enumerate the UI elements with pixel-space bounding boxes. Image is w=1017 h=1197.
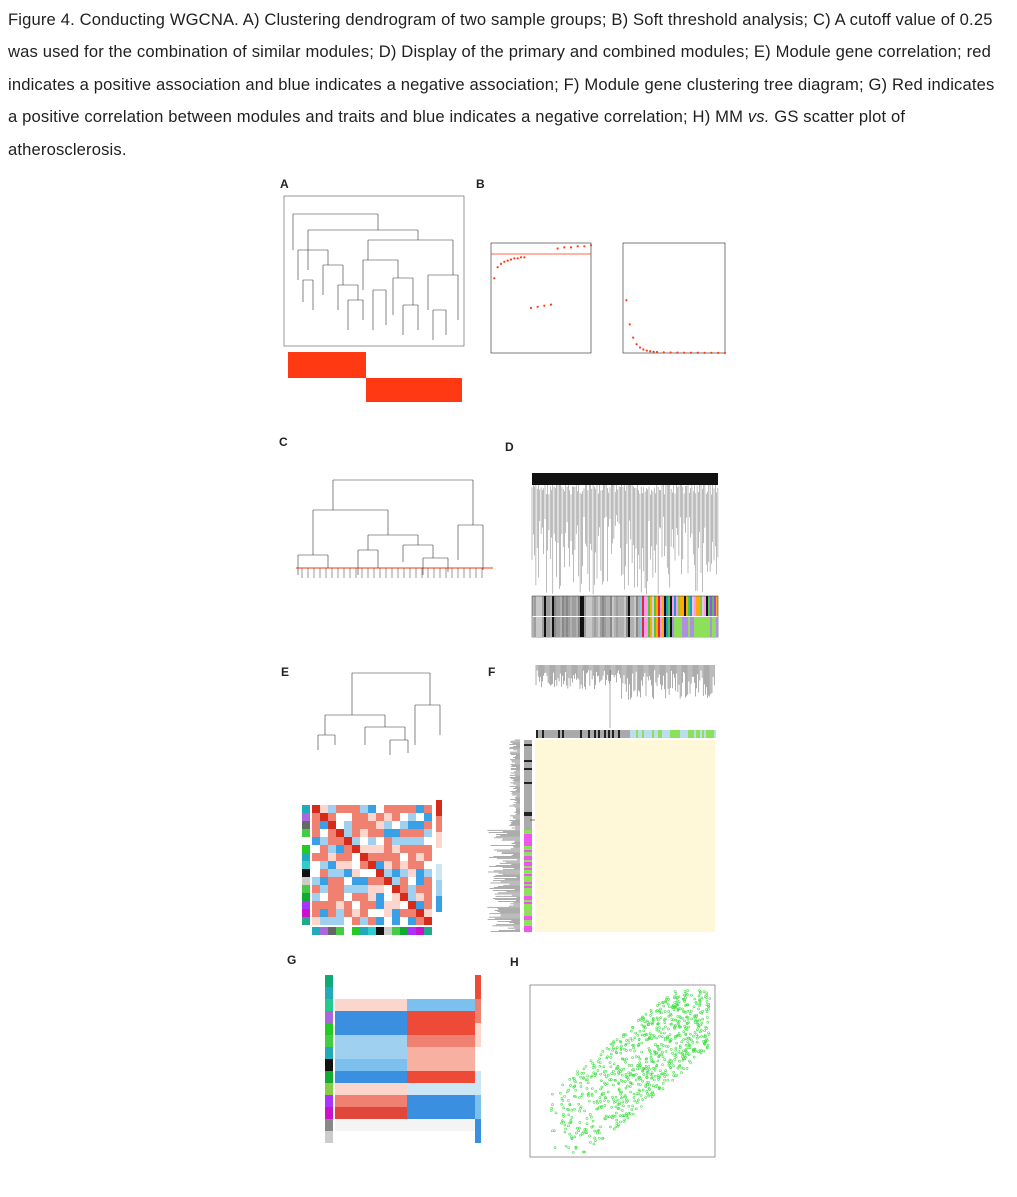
f-left-color-bar [524, 740, 532, 933]
b-left-point [536, 305, 539, 308]
b-right-point [689, 351, 693, 354]
module-color-strip-bottom [312, 927, 432, 935]
panel-letter-g: G [287, 953, 297, 967]
module-trait-color-strip [325, 975, 333, 1143]
b-right-point [649, 350, 652, 353]
b-left-point [576, 245, 579, 248]
f-top-dendrogram [535, 665, 715, 728]
f-left-dendrogram [487, 739, 520, 932]
panel-g-figure [325, 975, 481, 1143]
panel-c-figure [296, 479, 493, 578]
panel-f-figure [487, 665, 717, 933]
panel-b-mean-connectivity [622, 242, 727, 354]
panel-letter-c: C [279, 435, 288, 449]
b-left-point [569, 246, 573, 249]
b-left-point [589, 244, 593, 247]
b-left-point [519, 256, 523, 259]
panel-letter-e: E [281, 665, 290, 679]
eigengene-dendrogram-lines [317, 672, 441, 755]
b-right-point [717, 351, 720, 354]
module-dendrogram-lines [297, 479, 484, 575]
group-bar-1 [288, 352, 366, 378]
b-left-point [503, 260, 506, 263]
caption-vs: vs. [747, 107, 770, 127]
b-right-point [662, 351, 665, 354]
panel-letter-f: F [488, 665, 496, 679]
panel-a-figure [283, 195, 465, 402]
panel-letter-b: B [476, 177, 485, 191]
heatmap-color-scale [436, 800, 442, 912]
merged-dynamic-bar [532, 617, 719, 637]
panel-letter-h: H [510, 955, 519, 969]
caption-text-1: Conducting WGCNA. A) Clustering dendrogr… [8, 10, 995, 127]
panel-b-scale-independence [490, 242, 593, 354]
b-left-point [543, 304, 546, 307]
b-right-point [652, 350, 655, 353]
b-right-points [625, 299, 727, 354]
b-left-point [493, 277, 496, 280]
b-right-point [696, 351, 699, 354]
caption-lead: Figure 4. [8, 10, 75, 29]
b-right-point [632, 336, 635, 339]
b-right-point [723, 351, 727, 354]
b-left-point [549, 303, 553, 306]
b-right-point [710, 351, 713, 354]
b-right-point [645, 349, 648, 352]
b-right-point [703, 351, 706, 354]
b-left-point [516, 257, 519, 260]
figure-caption: Figure 4. Conducting WGCNA. A) Clusterin… [8, 4, 1008, 166]
b-left-point [496, 266, 499, 269]
f-color-bar [536, 730, 717, 738]
b-right-point [642, 348, 645, 351]
panel-h-figure [529, 984, 716, 1158]
panel-letter-a: A [280, 177, 289, 191]
b-left-point [499, 262, 503, 265]
b-right-point [655, 350, 659, 354]
b-right-point [669, 351, 672, 354]
tom-heatmap [535, 740, 715, 932]
b-right-point [638, 346, 642, 349]
sample-dendrogram-lines [292, 213, 459, 340]
b-left-point [563, 246, 566, 249]
correlation-heatmap [312, 805, 432, 925]
b-left-point [529, 306, 533, 309]
module-color-strip-left [302, 805, 310, 925]
b-left-point [513, 257, 516, 260]
mm-gs-points [549, 989, 712, 1154]
b-left-point [556, 247, 559, 250]
module-leaf-ticks [301, 568, 483, 578]
b-right-point [635, 343, 638, 346]
module-trait-heatmap [335, 975, 479, 1143]
dynamic-tree-cut-bar [531, 595, 719, 638]
b-right-point [676, 351, 679, 354]
gene-dendrogram-lines [531, 480, 719, 595]
b-right-point [625, 299, 628, 302]
b-left-point [509, 258, 513, 261]
caption-text-2: GS scatter plot of atherosclerosis. [8, 107, 906, 159]
panel-e-figure [302, 672, 442, 935]
panel-d-figure [531, 473, 719, 638]
b-left-point [506, 259, 509, 262]
group-bar-2 [366, 378, 462, 402]
b-right-point [628, 323, 631, 326]
b-right-point [683, 351, 686, 354]
module-trait-scale [475, 975, 481, 1143]
b-left-point [523, 256, 526, 259]
b-left-point [583, 245, 586, 248]
panel-letter-d: D [505, 440, 514, 454]
b-left-points [493, 244, 593, 309]
